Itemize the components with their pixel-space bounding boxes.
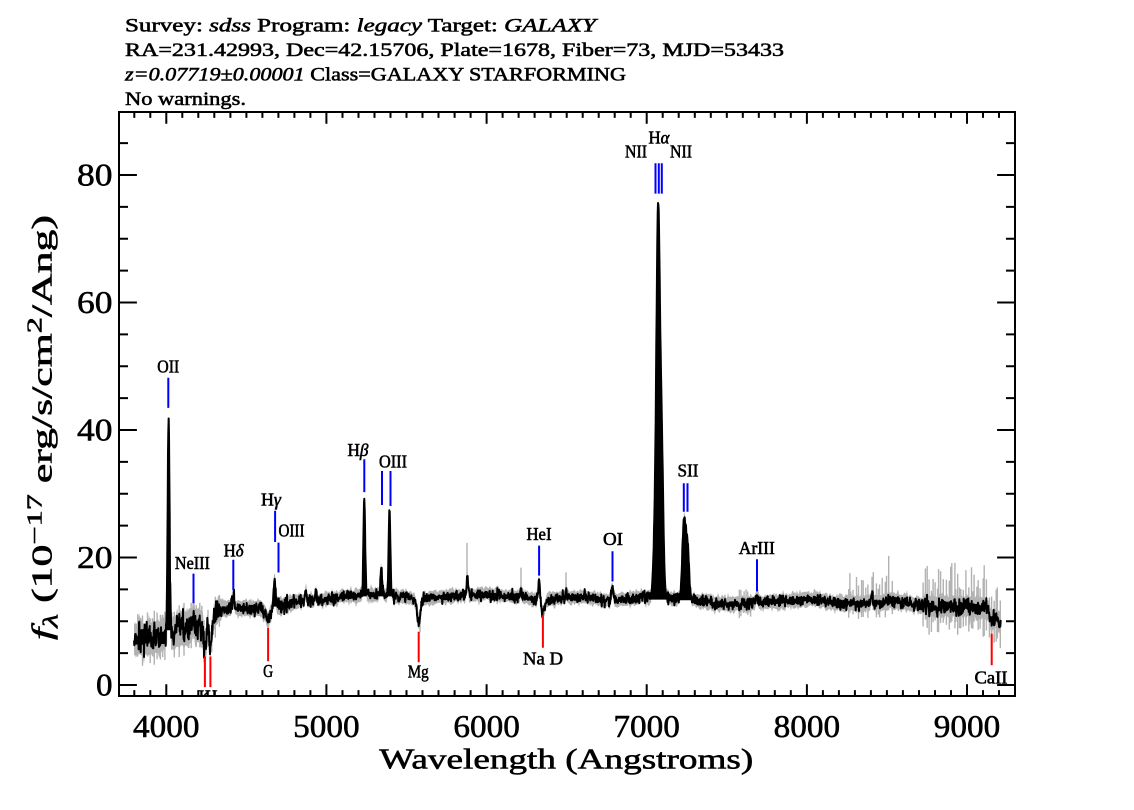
svg-text:9000: 9000 bbox=[934, 708, 1001, 744]
svg-text:SII: SII bbox=[678, 461, 699, 481]
svg-text:OIII: OIII bbox=[379, 452, 407, 472]
svg-text:H: H bbox=[205, 687, 218, 707]
svg-text:No warnings.: No warnings. bbox=[125, 89, 246, 110]
svg-text:fλ (10−17 erg/s/cm2/Ang): fλ (10−17 erg/s/cm2/Ang) bbox=[23, 215, 63, 640]
svg-text:HeI: HeI bbox=[527, 524, 552, 544]
svg-text:7000: 7000 bbox=[613, 708, 680, 744]
svg-text:Mg: Mg bbox=[408, 662, 429, 682]
svg-text:CaII: CaII bbox=[975, 667, 1008, 687]
svg-text:OIII: OIII bbox=[279, 521, 305, 541]
svg-text:NeIII: NeIII bbox=[175, 553, 210, 573]
svg-text:OII: OII bbox=[157, 356, 179, 376]
svg-text:NII: NII bbox=[670, 141, 692, 161]
svg-text:NII: NII bbox=[625, 141, 647, 161]
svg-text:Hα: Hα bbox=[649, 127, 671, 147]
svg-text:Survey: sdss Program: legacy T: Survey: sdss Program: legacy Target: GAL… bbox=[125, 15, 599, 36]
svg-text:Wavelength (Angstroms): Wavelength (Angstroms) bbox=[379, 744, 753, 775]
svg-text:80: 80 bbox=[77, 156, 113, 192]
svg-text:Hβ: Hβ bbox=[348, 440, 369, 460]
svg-text:40: 40 bbox=[77, 411, 113, 447]
svg-text:RA=231.42993, Dec=42.15706, Pl: RA=231.42993, Dec=42.15706, Plate=1678, … bbox=[125, 40, 784, 61]
svg-text:0: 0 bbox=[96, 666, 113, 702]
svg-text:Hγ: Hγ bbox=[261, 489, 282, 509]
svg-text:G: G bbox=[263, 661, 273, 681]
svg-text:z=0.07719±0.00001 Class=GALAXY: z=0.07719±0.00001 Class=GALAXY STARFORMI… bbox=[124, 65, 626, 86]
svg-text:6000: 6000 bbox=[453, 708, 520, 744]
svg-text:ArIII: ArIII bbox=[739, 538, 775, 558]
svg-text:20: 20 bbox=[77, 539, 113, 575]
svg-text:OI: OI bbox=[603, 529, 623, 549]
svg-text:4000: 4000 bbox=[133, 708, 200, 744]
svg-text:8000: 8000 bbox=[774, 708, 841, 744]
svg-text:Na D: Na D bbox=[523, 648, 563, 668]
svg-text:Hδ: Hδ bbox=[224, 540, 245, 560]
svg-text:5000: 5000 bbox=[293, 708, 360, 744]
svg-text:K: K bbox=[199, 687, 212, 707]
svg-text:60: 60 bbox=[77, 284, 113, 320]
